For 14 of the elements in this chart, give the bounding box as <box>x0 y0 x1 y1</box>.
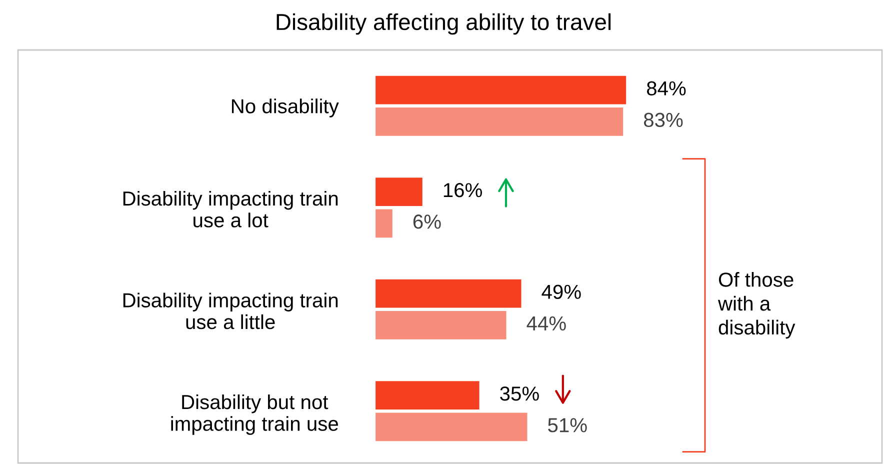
y-tick-label: Disability impacting train use a lot <box>123 190 338 228</box>
data-label: 83% <box>644 112 683 128</box>
data-label: 84% <box>646 81 686 96</box>
data-label: 44% <box>526 316 566 330</box>
data-label: 35% <box>500 386 539 401</box>
data-label: 51% <box>548 418 587 432</box>
data-label: 49% <box>542 284 581 300</box>
y-tick-label: Disability impacting train use a little <box>123 292 338 330</box>
chart-title: Disability affecting ability to travel <box>276 13 611 35</box>
y-tick-label: Disability but not impacting train use <box>171 394 338 435</box>
text: Of those with a disability <box>718 272 796 339</box>
y-tick-label: No disability <box>232 98 339 118</box>
data-label: 6% <box>413 214 441 229</box>
data-label: 16% <box>444 183 482 198</box>
